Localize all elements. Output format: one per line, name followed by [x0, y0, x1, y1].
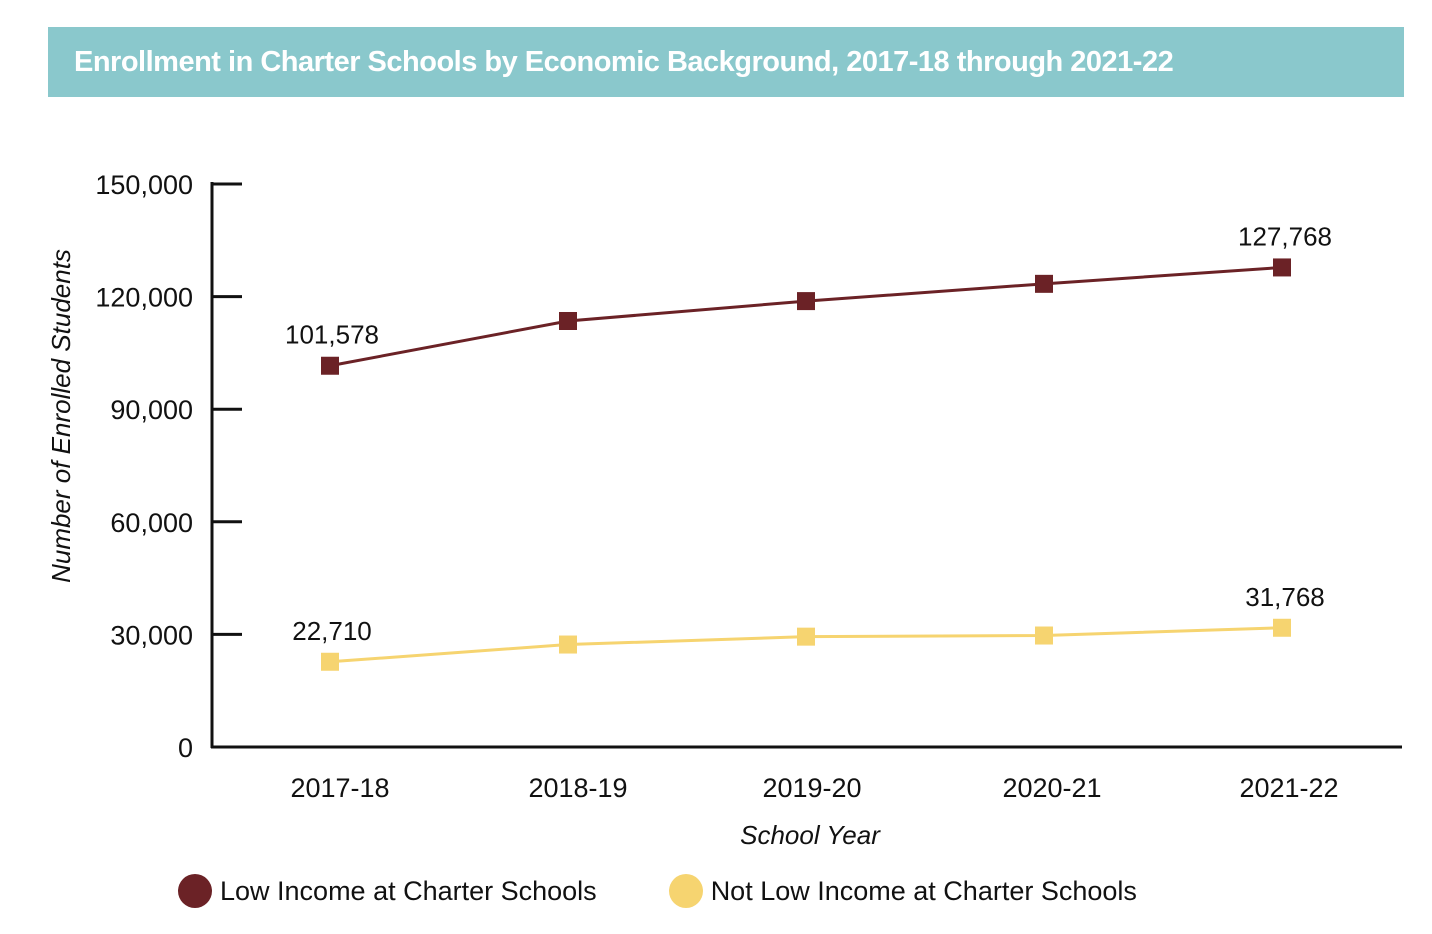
x-axis-title: School Year — [740, 820, 881, 850]
x-axis-ticks: 2017-18 2018-19 2019-20 2020-21 2021-22 — [290, 773, 1338, 803]
y-tick-label: 120,000 — [95, 283, 193, 313]
y-tick-label: 0 — [178, 733, 193, 763]
x-tick-label: 2020-21 — [1002, 773, 1101, 803]
series-line-low-income-at-charter-schools — [329, 265, 1283, 368]
x-tick-label: 2019-20 — [762, 773, 861, 803]
legend-item-low-income: Low Income at Charter Schools — [178, 874, 597, 908]
data-point-not-low-income-at-charter-schools — [321, 652, 339, 671]
data-point-low-income-at-charter-schools — [1035, 274, 1053, 293]
y-tick-label: 30,000 — [110, 620, 193, 650]
legend-label-not-low-income: Not Low Income at Charter Schools — [710, 875, 1137, 906]
data-label: 127,768 — [1238, 221, 1332, 251]
y-tick-label: 60,000 — [110, 508, 193, 538]
data-label: 22,710 — [292, 616, 372, 646]
x-tick-label: 2018-19 — [528, 773, 627, 803]
series-layer — [321, 258, 1291, 671]
data-label: 101,578 — [285, 320, 379, 350]
legend-label-low-income: Low Income at Charter Schools — [220, 875, 597, 906]
y-axis-title: Number of Enrolled Students — [46, 249, 76, 583]
y-tick-label: 90,000 — [110, 395, 193, 425]
data-point-low-income-at-charter-schools — [559, 311, 577, 330]
x-tick-label: 2021-22 — [1239, 773, 1338, 803]
line-chart: 0 30,000 60,000 90,000 120,000 150,000 2017-1… — [46, 170, 1402, 850]
data-point-not-low-income-at-charter-schools — [559, 635, 577, 654]
legend-swatch-low-income — [178, 874, 212, 908]
y-tick-label: 150,000 — [95, 170, 193, 200]
chart-title-banner: Enrollment in Charter Schools by Economi… — [48, 27, 1404, 97]
data-point-not-low-income-at-charter-schools — [1035, 626, 1053, 645]
data-point-low-income-at-charter-schools — [321, 356, 339, 375]
chart-title: Enrollment in Charter Schools by Economi… — [74, 45, 1174, 78]
data-point-low-income-at-charter-schools — [797, 292, 815, 311]
legend: Low Income at Charter Schools Not Low In… — [178, 874, 1137, 908]
legend-item-not-low-income: Not Low Income at Charter Schools — [668, 874, 1137, 908]
data-point-not-low-income-at-charter-schools — [1273, 618, 1291, 637]
data-labels-layer: 101,578 127,768 22,710 31,768 — [285, 221, 1332, 645]
data-point-not-low-income-at-charter-schools — [797, 627, 815, 646]
x-tick-label: 2017-18 — [290, 773, 389, 803]
legend-swatch-not-low-income — [668, 874, 703, 908]
y-axis-ticks: 0 30,000 60,000 90,000 120,000 150,000 — [95, 170, 242, 763]
data-label: 31,768 — [1245, 582, 1325, 612]
data-point-low-income-at-charter-schools — [1273, 258, 1291, 277]
